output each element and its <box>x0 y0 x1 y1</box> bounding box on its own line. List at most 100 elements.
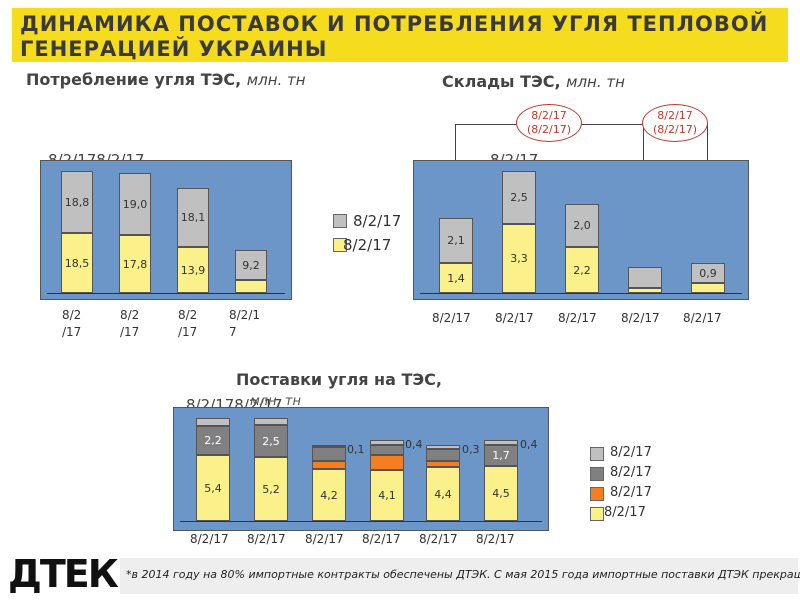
consumption-bar-4-bottom <box>235 280 267 293</box>
deliveries-bar-4-dark <box>370 445 404 455</box>
deliveries-outside-label: 0,4 <box>520 438 538 451</box>
deliveries-chart-panel: 2,2 5,4 2,5 5,2 4,2 4,1 4,4 1,7 4,5 0,1 … <box>173 407 549 531</box>
stock-x-label: 8/2/17 <box>495 311 534 325</box>
stock-title: Склады ТЭС, млн. тн <box>442 72 625 91</box>
consumption-bar-3-bottom: 13,9 <box>177 247 209 293</box>
deliveries-outside-label: 0,4 <box>405 438 423 451</box>
bubble-line: 8/2/17 <box>657 109 693 122</box>
stock-x-label: 8/2/17 <box>432 311 471 325</box>
consumption-bar-1-bottom: 18,5 <box>61 233 93 293</box>
consumption-legend-item: 8/2/17 <box>333 236 403 254</box>
deliveries-legend-item: 8/2/17 <box>590 445 670 463</box>
stock-bar-4-bottom <box>628 288 662 293</box>
consumption-bar-3-top: 18,1 <box>177 188 209 247</box>
deliveries-bar-3-orange <box>312 461 346 469</box>
deliveries-bar-3-gray <box>312 445 346 447</box>
consumption-unit: млн. тн <box>246 71 306 89</box>
stock-chart-panel: 2,1 1,4 2,5 3,3 2,0 2,2 0,9 <box>413 160 749 300</box>
deliveries-bar-5-dark <box>426 449 460 461</box>
deliveries-x-label: 8/2/17 <box>190 532 229 546</box>
stock-x-label: 8/2/17 <box>621 311 660 325</box>
stock-baseline <box>420 293 742 294</box>
legend-label: 8/2/17 <box>610 485 652 500</box>
stock-bar-3-top: 2,0 <box>565 204 599 247</box>
deliveries-x-label: 8/2/17 <box>305 532 344 546</box>
page-title: ДИНАМИКА ПОСТАВОК И ПОТРЕБЛЕНИЯ УГЛЯ ТЕП… <box>20 12 769 61</box>
legend-label: 8/2/17 <box>610 465 652 480</box>
legend-label: 8/2/17 <box>353 212 402 230</box>
stock-x-label: 8/2/17 <box>558 311 597 325</box>
consumption-bar-2-top: 19,0 <box>119 173 151 235</box>
bubble-line: 8/2/17 <box>531 109 567 122</box>
deliveries-bar-6-dark: 1,7 <box>484 445 518 466</box>
consumption-x-label: 8/2 /17 <box>120 308 140 339</box>
deliveries-bar-2-yellow: 5,2 <box>254 457 288 521</box>
consumption-legend-item: 8/2/17 <box>333 212 403 230</box>
consumption-bar-2-bottom: 17,8 <box>119 235 151 293</box>
stock-x-label: 8/2/17 <box>683 311 722 325</box>
deliveries-x-label: 8/2/17 <box>476 532 515 546</box>
footer-note: *в 2014 году на 80% импортные контракты … <box>120 558 800 594</box>
stock-bar-5-top: 0,9 <box>691 263 725 283</box>
consumption-x-label: 8/2 /17 <box>62 308 82 339</box>
deliveries-bar-5-orange <box>426 461 460 467</box>
legend-label: 8/2/17 <box>604 505 646 520</box>
consumption-baseline <box>47 293 285 294</box>
consumption-title-text: Потребление угля ТЭС, <box>26 70 242 89</box>
deliveries-title: Поставки угля на ТЭС, <box>236 370 442 389</box>
stock-bubble-1: 8/2/17 (8/2/17) <box>516 104 582 142</box>
consumption-x-label: 8/2 /17 <box>178 308 198 339</box>
deliveries-bar-5-yellow: 4,4 <box>426 467 460 521</box>
stock-bar-5-bottom <box>691 283 725 293</box>
deliveries-outside-label: 0,3 <box>462 443 480 456</box>
deliveries-bar-3-dark <box>312 447 346 461</box>
deliveries-bar-1-dark: 2,2 <box>196 426 230 455</box>
stock-title-text: Склады ТЭС, <box>442 72 561 91</box>
deliveries-bar-1-yellow: 5,4 <box>196 455 230 521</box>
deliveries-overlay-unit: млн. тн <box>250 394 301 409</box>
deliveries-baseline <box>180 521 542 522</box>
deliveries-bar-2-dark: 2,5 <box>254 425 288 457</box>
legend-swatch-orange <box>590 487 604 501</box>
stock-unit: млн. тн <box>566 73 625 91</box>
company-logo: ДТЕК <box>8 552 119 596</box>
deliveries-bar-6-gray <box>484 440 518 445</box>
legend-label: 8/2/17 <box>343 236 392 254</box>
deliveries-bar-4-gray <box>370 440 404 445</box>
stock-bar-1-bottom: 1,4 <box>439 263 473 293</box>
consumption-x-label: 8/2/1 7 <box>229 308 260 339</box>
deliveries-bar-6-yellow: 4,5 <box>484 466 518 521</box>
deliveries-bar-2-gray <box>254 418 288 425</box>
deliveries-x-label: 8/2/17 <box>247 532 286 546</box>
consumption-title: Потребление угля ТЭС, млн. тн <box>26 70 306 89</box>
legend-swatch-dark-gray <box>590 467 604 481</box>
legend-swatch-gray <box>333 214 347 228</box>
deliveries-legend-item: 8/2/17 <box>590 505 670 523</box>
consumption-chart-panel: 18,8 18,5 19,0 17,8 18,1 13,9 9,2 <box>40 160 292 300</box>
deliveries-bar-5-gray <box>426 445 460 449</box>
bubble-line: (8/2/17) <box>527 123 571 136</box>
deliveries-bar-4-orange <box>370 455 404 470</box>
consumption-bar-4-top: 9,2 <box>235 250 267 280</box>
bubble-line: (8/2/17) <box>653 123 697 136</box>
stock-bar-2-bottom: 3,3 <box>502 224 536 293</box>
deliveries-x-label: 8/2/17 <box>419 532 458 546</box>
consumption-bar-1-top: 18,8 <box>61 171 93 233</box>
deliveries-bar-1-gray <box>196 418 230 426</box>
deliveries-outside-label: 0,1 <box>347 443 365 456</box>
legend-swatch-yellow <box>590 507 604 521</box>
footer-text: *в 2014 году на 80% импортные контракты … <box>126 568 800 581</box>
title-banner: ДИНАМИКА ПОСТАВОК И ПОТРЕБЛЕНИЯ УГЛЯ ТЕП… <box>12 8 788 62</box>
legend-label: 8/2/17 <box>610 445 652 460</box>
deliveries-bar-4-yellow: 4,1 <box>370 470 404 521</box>
stock-bar-3-bottom: 2,2 <box>565 247 599 293</box>
stock-bar-2-top: 2,5 <box>502 171 536 224</box>
stock-bar-4-top <box>628 267 662 288</box>
legend-swatch-yellow <box>333 238 347 252</box>
deliveries-legend-item: 8/2/17 <box>590 485 670 503</box>
legend-swatch-gray <box>590 447 604 461</box>
deliveries-bar-3-yellow: 4,2 <box>312 469 346 521</box>
deliveries-legend-item: 8/2/17 <box>590 465 670 483</box>
deliveries-x-label: 8/2/17 <box>362 532 401 546</box>
stock-bar-1-top: 2,1 <box>439 218 473 263</box>
